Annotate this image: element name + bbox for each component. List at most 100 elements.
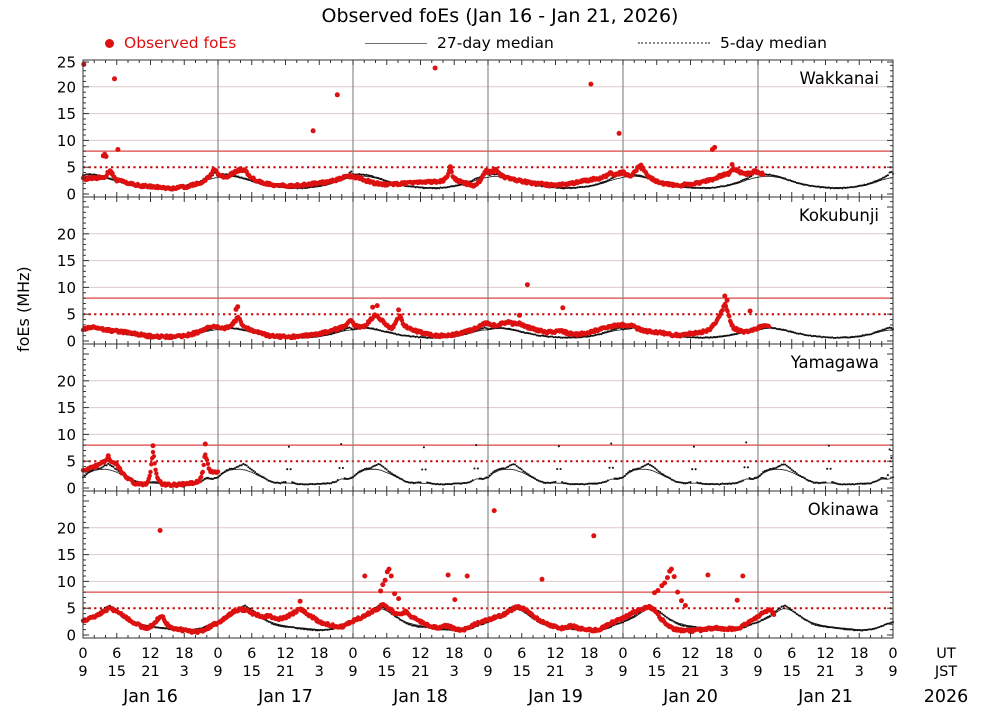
xtick-ut: 0 xyxy=(78,646,87,662)
xtick-jst: 15 xyxy=(648,664,666,680)
observed-dots xyxy=(80,282,772,341)
ytick-label: 15 xyxy=(57,546,76,564)
median27-line xyxy=(82,175,894,189)
ytick-label: 15 xyxy=(57,105,76,123)
xtick-jst: 9 xyxy=(483,664,492,680)
ytick-label: 20 xyxy=(57,519,76,537)
xtick-jst: 9 xyxy=(753,664,762,680)
panel-okinawa: 0 5 10 15 20 Okinawa xyxy=(57,490,895,645)
xtick-jst: 9 xyxy=(888,664,897,680)
legend-27day-label: 27-day median xyxy=(437,34,554,52)
xtick-ut: 18 xyxy=(580,646,598,662)
legend-item-observed: Observed foEs xyxy=(105,32,236,54)
xtick-ut: 12 xyxy=(546,646,564,662)
day-label: Jan 21 xyxy=(797,687,853,707)
xtick-jst: 3 xyxy=(450,664,459,680)
xtick-ut: 6 xyxy=(247,646,256,662)
legend-observed-label: Observed foEs xyxy=(124,34,237,52)
xtick-ut: 6 xyxy=(652,646,661,662)
ytick-label: 5 xyxy=(66,453,76,471)
xtick-ut: 12 xyxy=(816,646,834,662)
xtick-ut: 0 xyxy=(888,646,897,662)
xtick-jst: 15 xyxy=(783,664,801,680)
station-label: Kokubunji xyxy=(799,206,879,225)
xtick-jst: 15 xyxy=(243,664,261,680)
xtick-ut: 6 xyxy=(787,646,796,662)
solid-line-icon xyxy=(365,42,427,44)
legend-5day-label: 5-day median xyxy=(720,34,827,52)
ytick-label: 20 xyxy=(57,78,76,96)
chart-legend: Observed foEs 27-day median 5-day median xyxy=(0,32,1000,54)
observed-dots xyxy=(80,441,221,489)
ut-unit-label: UT xyxy=(936,646,956,662)
xtick-jst: 21 xyxy=(546,664,564,680)
xtick-jst: 3 xyxy=(720,664,729,680)
x-axis-labels: 0 9 6 15 12 21 18 3 0 9 6 15 12 21 18 3 0 9 6 15 12 21 18 3 0 9 6 1… xyxy=(78,646,968,707)
xtick-ut: 12 xyxy=(141,646,159,662)
xtick-jst: 3 xyxy=(585,664,594,680)
xtick-jst: 15 xyxy=(513,664,531,680)
xtick-ut: 18 xyxy=(445,646,463,662)
xtick-jst: 21 xyxy=(681,664,699,680)
ytick-label: 10 xyxy=(57,132,76,150)
ytick-label: 0 xyxy=(66,480,76,498)
xtick-jst: 3 xyxy=(315,664,324,680)
xtick-jst: 9 xyxy=(348,664,357,680)
ytick-label: 0 xyxy=(66,627,76,645)
chart-title: Observed foEs (Jan 16 - Jan 21, 2026) xyxy=(321,5,679,27)
xtick-jst: 3 xyxy=(855,664,864,680)
station-label: Yamagawa xyxy=(790,353,879,372)
day-label: Jan 18 xyxy=(392,687,448,707)
ytick-label: 15 xyxy=(57,252,76,270)
ytick-label: 15 xyxy=(57,399,76,417)
xtick-ut: 0 xyxy=(753,646,762,662)
y-axis-label: foEs (MHz) xyxy=(14,266,33,352)
xtick-ut: 0 xyxy=(213,646,222,662)
observed-dots xyxy=(80,61,766,192)
station-label: Okinawa xyxy=(808,500,879,519)
xtick-jst: 21 xyxy=(411,664,429,680)
ytick-label: 10 xyxy=(57,279,76,297)
ytick-label: 5 xyxy=(66,600,76,618)
xtick-ut: 6 xyxy=(382,646,391,662)
ytick-label: 10 xyxy=(57,573,76,591)
ytick-label: 20 xyxy=(57,225,76,243)
xtick-ut: 0 xyxy=(618,646,627,662)
observed-dots xyxy=(80,508,777,635)
xtick-jst: 21 xyxy=(276,664,294,680)
ytick-label: 25 xyxy=(57,54,76,72)
xtick-jst: 9 xyxy=(213,664,222,680)
xtick-jst: 21 xyxy=(141,664,159,680)
ytick-label: 5 xyxy=(66,306,76,324)
xtick-ut: 0 xyxy=(483,646,492,662)
xtick-jst: 9 xyxy=(618,664,627,680)
xtick-jst: 9 xyxy=(78,664,87,680)
xtick-jst: 21 xyxy=(816,664,834,680)
ytick-label: 0 xyxy=(66,186,76,204)
xtick-jst: 15 xyxy=(378,664,396,680)
xtick-ut: 0 xyxy=(348,646,357,662)
ytick-label: 0 xyxy=(66,333,76,351)
year-label: 2026 xyxy=(924,687,969,707)
legend-item-5day-median: 5-day median xyxy=(638,32,827,54)
day-label: Jan 20 xyxy=(662,687,718,707)
xtick-ut: 12 xyxy=(276,646,294,662)
xtick-ut: 6 xyxy=(517,646,526,662)
xtick-ut: 12 xyxy=(681,646,699,662)
xtick-ut: 6 xyxy=(112,646,121,662)
panel-yamagawa: 0 5 10 15 20 Yamagawa xyxy=(57,343,895,498)
xtick-ut: 18 xyxy=(715,646,733,662)
xtick-ut: 18 xyxy=(850,646,868,662)
panel-kokubunji: 0 5 10 15 20 Kokubunji xyxy=(57,196,895,351)
xtick-ut: 18 xyxy=(175,646,193,662)
legend-item-27day-median: 27-day median xyxy=(365,32,554,54)
xtick-jst: 3 xyxy=(180,664,189,680)
jst-unit-label: JST xyxy=(934,664,957,680)
day-label: Jan 16 xyxy=(122,687,178,707)
panel-wakkanai: 0 5 10 15 20 25 Wakkanai xyxy=(57,54,895,204)
station-label: Wakkanai xyxy=(800,69,879,88)
day-label: Jan 17 xyxy=(257,687,313,707)
xtick-ut: 12 xyxy=(411,646,429,662)
